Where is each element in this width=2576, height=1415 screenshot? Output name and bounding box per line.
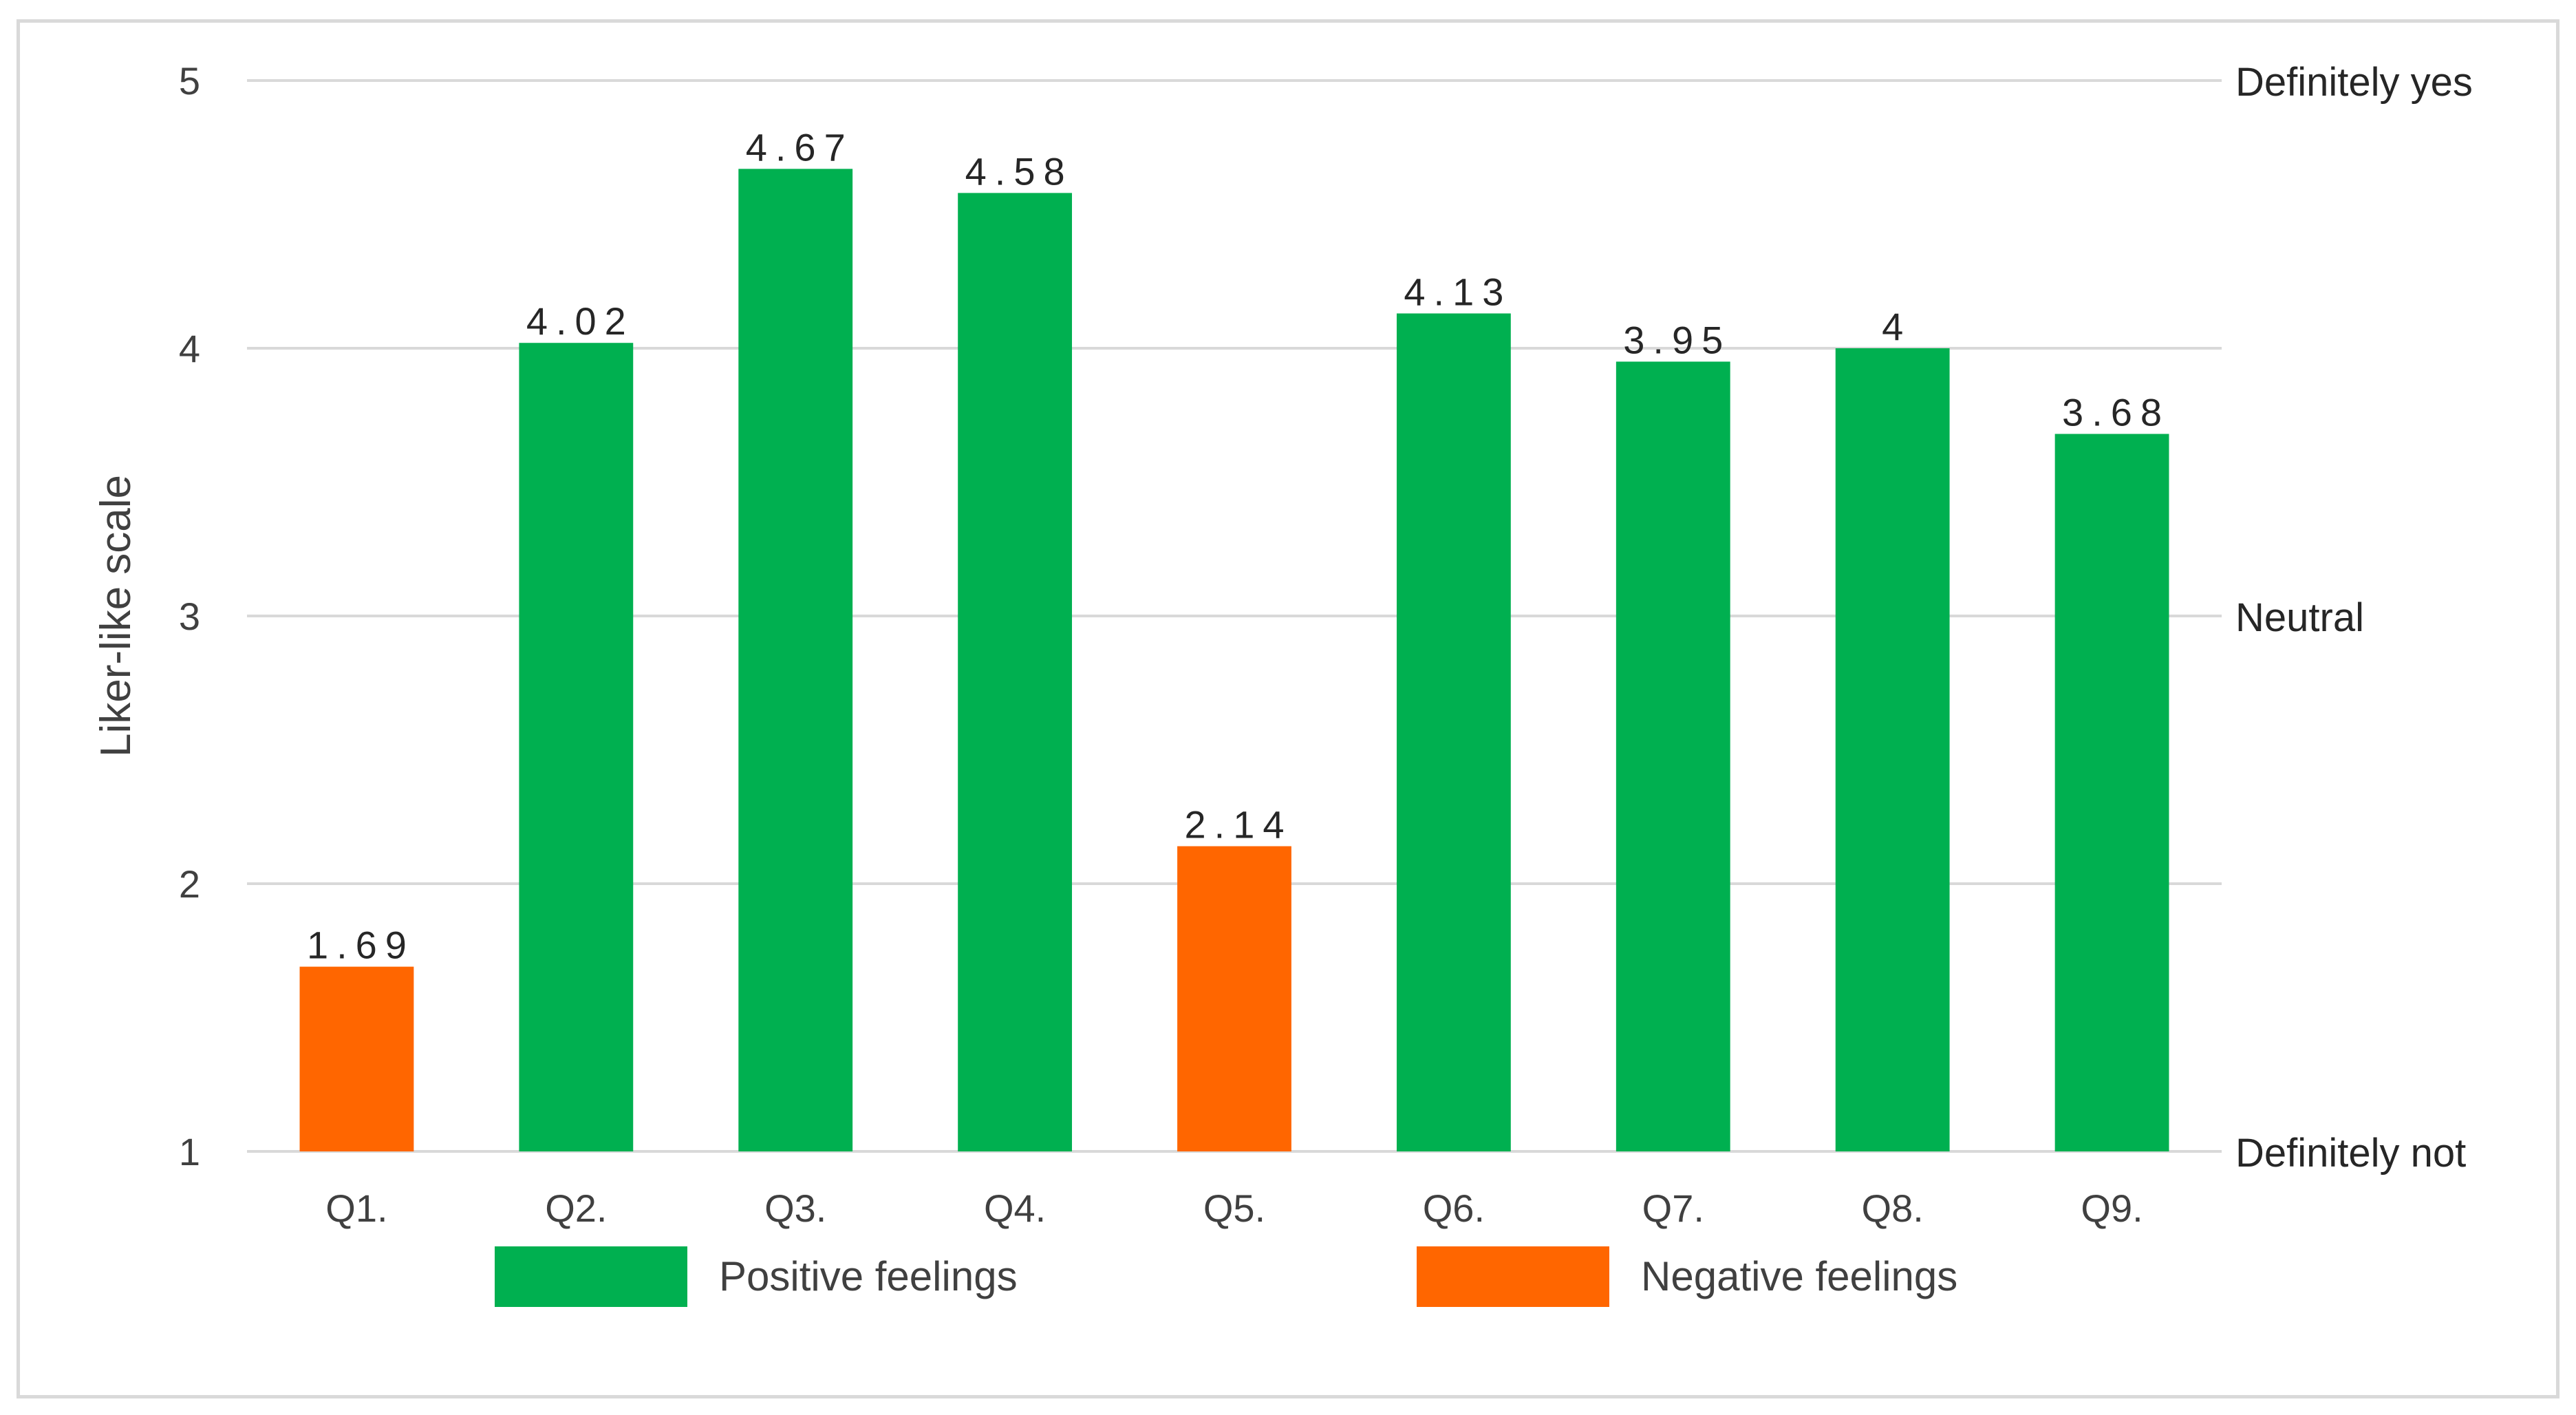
legend-label: Negative feelings (1641, 1253, 1957, 1299)
y-tick-label: 1 (179, 1130, 200, 1173)
x-tick-label: Q6. (1423, 1187, 1485, 1230)
x-tick-label: Q5. (1203, 1187, 1265, 1230)
bar (1177, 846, 1291, 1151)
x-tick-label: Q7. (1642, 1187, 1704, 1230)
bar (958, 193, 1073, 1151)
bar-chart: 1.694.024.674.582.144.133.95 43.68 12345 … (92, 59, 2473, 1307)
legend-swatch (495, 1246, 687, 1307)
y-axis-ticks: 1 2 3 4 5 (179, 59, 200, 1173)
right-axis-labels: Definitely yes Neutral Definitely not (2235, 60, 2473, 1175)
bar (738, 169, 853, 1151)
data-label: 4 (1882, 305, 1911, 348)
bar (299, 966, 414, 1151)
y-axis-title: Liker-like scale (92, 475, 140, 757)
bar (1396, 313, 1511, 1152)
bar (2054, 434, 2169, 1151)
data-label: 1.69 (307, 924, 415, 967)
data-label: 3.95 (1623, 318, 1731, 361)
x-tick-label: Q8. (1862, 1187, 1924, 1230)
x-tick-label: Q3. (764, 1187, 826, 1230)
right-axis-label: Definitely yes (2235, 60, 2473, 105)
y-tick-label: 3 (179, 595, 200, 638)
bar (1616, 361, 1730, 1152)
data-label: 4.13 (1404, 270, 1512, 313)
data-label: 4.67 (746, 125, 854, 169)
right-axis-label: Neutral (2235, 595, 2364, 640)
x-tick-label: Q2. (545, 1187, 607, 1230)
right-axis-label: Definitely not (2235, 1131, 2466, 1175)
data-labels: 1.69 4.02 4.67 4.58 2.14 4.13 3.95 4 3.68 (307, 125, 2170, 967)
y-tick-label: 2 (179, 862, 200, 906)
data-label: 2.14 (1185, 803, 1293, 847)
legend-swatch (1417, 1246, 1609, 1307)
x-tick-label: Q9. (2081, 1187, 2143, 1230)
data-label: 4.02 (526, 299, 634, 343)
x-tick-label: Q4. (984, 1187, 1046, 1230)
x-axis-ticks: Q1. Q2. Q3. Q4. Q5. Q6. Q7. Q8. Q9. (325, 1187, 2143, 1230)
bar (519, 343, 634, 1152)
bars (299, 169, 2169, 1152)
bar (1835, 348, 1950, 1151)
data-label: 3.68 (2062, 390, 2170, 434)
y-tick-label: 5 (179, 59, 200, 103)
data-label: 4.58 (965, 149, 1073, 193)
legend-label: Positive feelings (719, 1253, 1018, 1299)
y-tick-label: 4 (179, 327, 200, 370)
legend: Positive feelings Negative feelings (495, 1246, 1957, 1307)
x-tick-label: Q1. (325, 1187, 387, 1230)
